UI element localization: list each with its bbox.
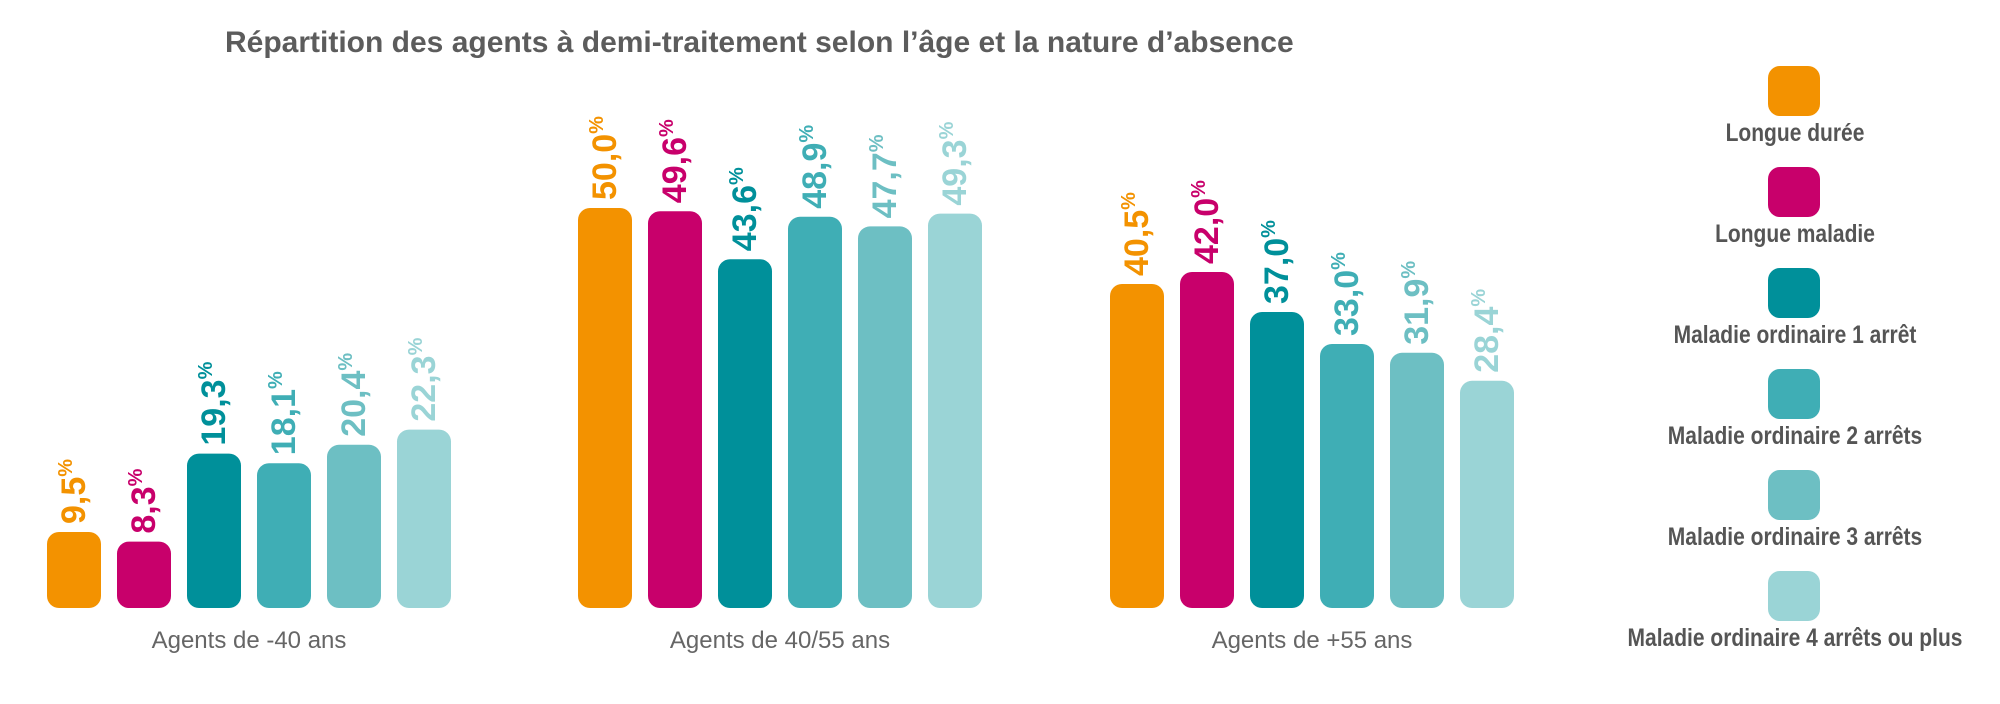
bar-agents-de-40-ans-maladie-ordinaire-3-arrets: [327, 444, 381, 608]
category-label-agents-de-40-55-ans: Agents de 40/55 ans: [670, 627, 890, 654]
bar-agents-de-40-ans-maladie-ordinaire-4-arrets-ou-plus: [397, 429, 451, 608]
legend-label: Longue durée: [1725, 119, 1865, 147]
bar-agents-de-55-ans-longue-duree: [1110, 284, 1164, 608]
bar-agents-de-40-55-ans-maladie-ordinaire-3-arrets: [858, 226, 912, 608]
legend-item-maladie-ordinaire-3-arrets: Maladie ordinaire 3 arrêts: [1595, 470, 1995, 571]
legend-swatch: [1768, 268, 1820, 318]
bar-agents-de-40-55-ans-maladie-ordinaire-2-arrets: [788, 216, 842, 609]
legend-label: Longue maladie: [1715, 220, 1875, 248]
legend-item-longue-maladie: Longue maladie: [1595, 167, 1995, 268]
bar-agents-de-40-ans-maladie-ordinaire-1-arret: [187, 453, 241, 608]
bar-agents-de-40-55-ans-longue-duree: [578, 208, 632, 608]
value-label-agents-de-40-ans-longue-duree: 9,5%: [55, 459, 93, 524]
legend-swatch: [1768, 66, 1820, 116]
legend-item-maladie-ordinaire-1-arret: Maladie ordinaire 1 arrêt: [1595, 268, 1995, 369]
category-label-agents-de-40-ans: Agents de -40 ans: [152, 627, 347, 654]
bar-agents-de-40-ans-longue-maladie: [117, 541, 171, 608]
value-label-agents-de-40-55-ans-maladie-ordinaire-4-arrets-ou-plus: 49,3%: [936, 121, 974, 205]
bar-agents-de-55-ans-maladie-ordinaire-2-arrets: [1320, 344, 1374, 608]
value-label-agents-de-55-ans-longue-maladie: 42,0%: [1188, 180, 1226, 264]
value-label-agents-de-55-ans-maladie-ordinaire-2-arrets: 33,0%: [1328, 252, 1366, 336]
legend-label: Maladie ordinaire 2 arrêts: [1667, 422, 1923, 450]
bar-agents-de-40-55-ans-maladie-ordinaire-4-arrets-ou-plus: [928, 213, 982, 608]
legend-item-maladie-ordinaire-2-arrets: Maladie ordinaire 2 arrêts: [1595, 369, 1995, 470]
value-label-agents-de-40-ans-maladie-ordinaire-2-arrets: 18,1%: [265, 371, 303, 455]
bar-agents-de-40-ans-maladie-ordinaire-2-arrets: [257, 463, 311, 608]
legend-label: Maladie ordinaire 4 arrêts ou plus: [1627, 624, 1963, 652]
legend-swatch: [1768, 470, 1820, 520]
value-label-agents-de-55-ans-maladie-ordinaire-3-arrets: 31,9%: [1398, 261, 1436, 345]
bar-agents-de-40-55-ans-maladie-ordinaire-1-arret: [718, 259, 772, 608]
value-label-agents-de-40-ans-maladie-ordinaire-4-arrets-ou-plus: 22,3%: [405, 337, 443, 421]
legend-swatch: [1768, 369, 1820, 419]
chart-title: Répartition des agents à demi-traitement…: [225, 26, 1294, 59]
value-label-agents-de-55-ans-maladie-ordinaire-1-arret: 37,0%: [1258, 220, 1296, 304]
bar-agents-de-40-ans-longue-duree: [47, 532, 101, 608]
bar-agents-de-55-ans-maladie-ordinaire-4-arrets-ou-plus: [1460, 380, 1514, 608]
bar-agents-de-55-ans-maladie-ordinaire-3-arrets: [1390, 352, 1444, 608]
bar-chart: 9,5% 8,3% 19,3% 18,1% 20,4% 22,3% Agents de -4…: [47, 116, 1514, 654]
value-label-agents-de-55-ans-maladie-ordinaire-4-arrets-ou-plus: 28,4%: [1468, 289, 1506, 373]
value-label-agents-de-55-ans-longue-duree: 40,5%: [1118, 192, 1156, 276]
bar-agents-de-55-ans-longue-maladie: [1180, 272, 1234, 608]
legend-item-longue-duree: Longue durée: [1595, 66, 1995, 167]
legend: Longue durée Longue maladie Maladie ordina…: [1595, 66, 1995, 672]
bar-agents-de-40-55-ans-longue-maladie: [648, 211, 702, 608]
value-label-agents-de-40-55-ans-maladie-ordinaire-1-arret: 43,6%: [726, 167, 764, 251]
value-label-agents-de-40-55-ans-maladie-ordinaire-3-arrets: 47,7%: [866, 134, 904, 218]
value-label-agents-de-40-ans-maladie-ordinaire-3-arrets: 20,4%: [335, 353, 373, 437]
value-label-agents-de-40-55-ans-longue-maladie: 49,6%: [656, 119, 694, 203]
value-label-agents-de-40-55-ans-longue-duree: 50,0%: [586, 116, 624, 200]
legend-label: Maladie ordinaire 1 arrêt: [1673, 321, 1917, 349]
category-label-agents-de-55-ans: Agents de +55 ans: [1212, 627, 1413, 654]
legend-swatch: [1768, 167, 1820, 217]
value-label-agents-de-40-55-ans-maladie-ordinaire-2-arrets: 48,9%: [796, 125, 834, 209]
legend-item-maladie-ordinaire-4-arrets-ou-plus: Maladie ordinaire 4 arrêts ou plus: [1595, 571, 1995, 672]
legend-swatch: [1768, 571, 1820, 621]
value-label-agents-de-40-ans-longue-maladie: 8,3%: [125, 468, 163, 533]
bar-agents-de-55-ans-maladie-ordinaire-1-arret: [1250, 312, 1304, 608]
legend-label: Maladie ordinaire 3 arrêts: [1667, 523, 1923, 551]
value-label-agents-de-40-ans-maladie-ordinaire-1-arret: 19,3%: [195, 361, 233, 445]
